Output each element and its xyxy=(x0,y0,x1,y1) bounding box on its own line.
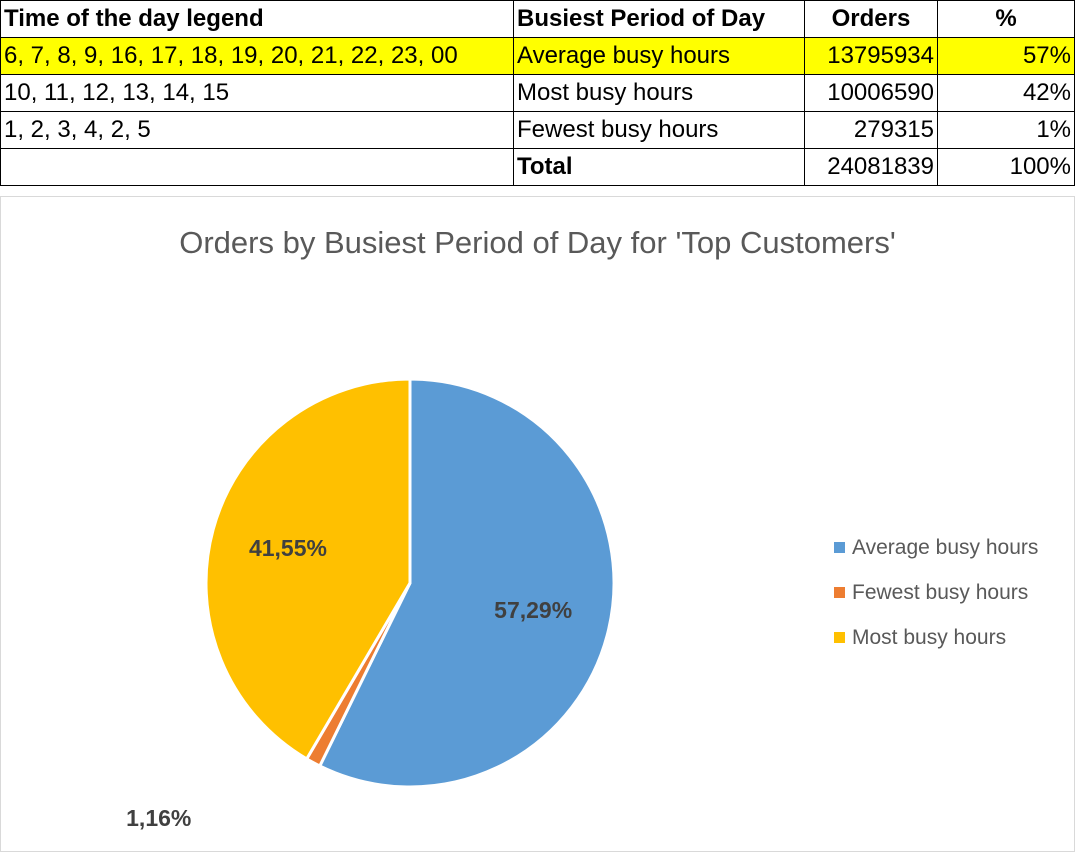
legend-item[interactable]: Average busy hours xyxy=(834,525,1038,570)
cell-hours[interactable]: 6, 7, 8, 9, 16, 17, 18, 19, 20, 21, 22, … xyxy=(0,37,514,75)
cell-period[interactable]: Most busy hours xyxy=(513,74,805,112)
data-table: Time of the day legend Busiest Period of… xyxy=(0,0,1075,186)
header-busiest-period[interactable]: Busiest Period of Day xyxy=(513,0,805,38)
cell-percent[interactable]: 1% xyxy=(937,111,1075,149)
table-total-row: Total 24081839 100% xyxy=(0,148,1075,186)
cell-hours[interactable]: 1, 2, 3, 4, 2, 5 xyxy=(0,111,514,149)
table-row: 1, 2, 3, 4, 2, 5 Fewest busy hours 27931… xyxy=(0,111,1075,149)
header-percent[interactable]: % xyxy=(937,0,1075,38)
header-orders[interactable]: Orders xyxy=(804,0,938,38)
table-row: 10, 11, 12, 13, 14, 15 Most busy hours 1… xyxy=(0,74,1075,112)
data-label-fewest-busy-hours: 1,16% xyxy=(126,805,191,831)
data-label-average-busy-hours: 57,29% xyxy=(494,597,572,623)
cell-orders[interactable]: 13795934 xyxy=(804,37,938,75)
cell-percent[interactable]: 42% xyxy=(937,74,1075,112)
pie-chart: 57,29% 1,16% 41,55% xyxy=(126,377,616,831)
cell-percent[interactable]: 57% xyxy=(937,37,1075,75)
table-header-row: Time of the day legend Busiest Period of… xyxy=(0,0,1075,38)
legend-label: Most busy hours xyxy=(852,625,1007,649)
cell-total-percent[interactable]: 100% xyxy=(937,148,1075,186)
cell-total-empty[interactable] xyxy=(0,148,514,186)
pie-slice-average-busy-hours[interactable] xyxy=(317,377,616,789)
cell-total-orders[interactable]: 24081839 xyxy=(804,148,938,186)
legend-label: Fewest busy hours xyxy=(852,580,1029,604)
chart-legend: Average busy hours Fewest busy hours Most … xyxy=(834,525,1038,660)
cell-period[interactable]: Fewest busy hours xyxy=(513,111,805,149)
legend-swatch xyxy=(834,542,845,553)
cell-total-label[interactable]: Total xyxy=(513,148,805,186)
legend-item[interactable]: Fewest busy hours xyxy=(834,570,1038,615)
pie-slice-most-busy-hours[interactable] xyxy=(204,377,412,761)
chart-area[interactable]: Orders by Busiest Period of Day for 'Top… xyxy=(0,196,1075,852)
chart-title: Orders by Busiest Period of Day for 'Top… xyxy=(179,225,896,260)
data-label-most-busy-hours: 41,55% xyxy=(249,535,327,561)
cell-period[interactable]: Average busy hours xyxy=(513,37,805,75)
cell-orders[interactable]: 10006590 xyxy=(804,74,938,112)
legend-label: Average busy hours xyxy=(852,535,1039,559)
legend-item[interactable]: Most busy hours xyxy=(834,615,1038,660)
header-time-legend[interactable]: Time of the day legend xyxy=(0,0,514,38)
legend-swatch xyxy=(834,632,845,643)
cell-orders[interactable]: 279315 xyxy=(804,111,938,149)
cell-hours[interactable]: 10, 11, 12, 13, 14, 15 xyxy=(0,74,514,112)
legend-swatch xyxy=(834,587,845,598)
table-row: 6, 7, 8, 9, 16, 17, 18, 19, 20, 21, 22, … xyxy=(0,37,1075,75)
